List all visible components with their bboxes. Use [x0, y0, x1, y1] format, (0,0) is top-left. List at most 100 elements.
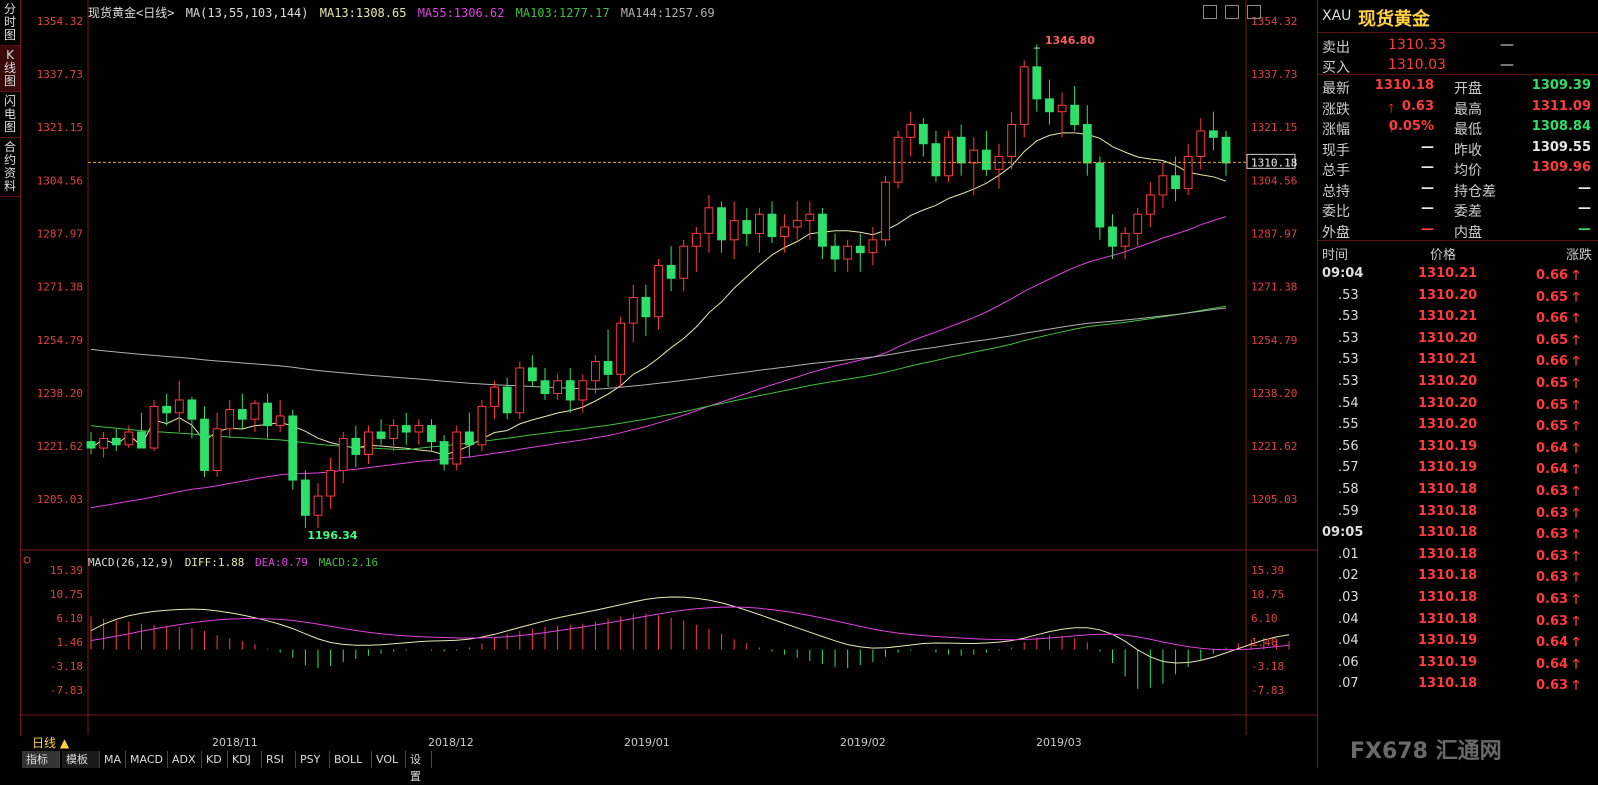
tick-price: 1310.19	[1418, 460, 1478, 476]
indicator-tab[interactable]: BOLL	[330, 751, 372, 768]
tick-row: .55 1310.20 0.65 🡑	[1318, 414, 1598, 435]
candle-body	[931, 143, 941, 177]
candle-body	[1095, 162, 1105, 228]
tick-change: 0.65 🡑	[1536, 376, 1580, 391]
quote-value: —	[1578, 180, 1591, 196]
quote-label: 最高	[1454, 101, 1482, 118]
tick-header-change: 涨跌	[1566, 248, 1593, 263]
buy-label: 买入	[1322, 60, 1350, 76]
candle-body	[729, 220, 739, 241]
price-tick-left: 1205.03	[37, 493, 83, 506]
tick-time: .02	[1338, 568, 1359, 584]
diff-line	[90, 596, 1290, 664]
quote-panel: XAU 现货黄金 卖出 1310.33 — 买入 1310.03 — 最新 131…	[1317, 0, 1598, 768]
candle-body	[364, 431, 373, 455]
macd-tick-left: 10.75	[50, 588, 83, 601]
candle-body	[843, 245, 853, 260]
quote-label: 昨收	[1454, 142, 1482, 159]
rail-item-0[interactable]: 分时图	[0, 0, 20, 46]
candle-body	[250, 402, 260, 420]
tick-price: 1310.20	[1418, 417, 1478, 433]
quote-label: 外盘	[1322, 224, 1350, 241]
candle-body	[464, 431, 474, 446]
tick-time: .53	[1338, 330, 1359, 346]
candle-body	[944, 136, 953, 177]
candle-body	[351, 437, 361, 455]
rail-item-3[interactable]: 合约资料	[0, 138, 20, 197]
tab-template[interactable]: 模板	[62, 751, 100, 768]
tick-price: 1310.19	[1418, 654, 1478, 670]
tick-time: 09:04	[1322, 266, 1364, 281]
candle-body	[389, 425, 399, 439]
quote-value: 1309.96	[1531, 160, 1591, 175]
indicator-tab[interactable]: MA	[100, 751, 126, 768]
tick-change: 0.65 🡑	[1536, 397, 1580, 413]
tick-change: 0.66 🡑	[1536, 268, 1580, 283]
tick-price: 1310.19	[1418, 438, 1478, 454]
quote-value: —	[1578, 201, 1591, 216]
price-tick-left: 1287.97	[37, 228, 83, 241]
tick-price: 1310.20	[1418, 374, 1478, 389]
candle-body	[855, 245, 865, 254]
ma55-value: MA55:1306.62	[417, 6, 505, 20]
tick-row: .59 1310.18 0.63 🡑	[1318, 501, 1598, 522]
macd-tick-left: 15.39	[50, 564, 83, 577]
quote-label: 最低	[1454, 122, 1482, 138]
indicator-tab[interactable]: RSI	[262, 751, 296, 768]
tick-row: .01 1310.18 0.63 🡑	[1318, 544, 1598, 565]
indicator-tab[interactable]: 设置	[406, 751, 432, 783]
tick-row: .53 1310.20 0.65 🡑	[1318, 285, 1598, 306]
indicator-tab[interactable]: KD	[202, 751, 228, 768]
candle-body	[994, 156, 1004, 170]
indicator-tab[interactable]: ADX	[168, 751, 202, 768]
macd-tick-left: -7.83	[50, 684, 83, 697]
tick-row: .56 1310.19 0.64 🡑	[1318, 436, 1598, 457]
tick-price: 1310.18	[1418, 568, 1478, 584]
tab-indicator[interactable]: 指标	[22, 751, 60, 768]
quote-value: —	[1421, 201, 1434, 216]
candle-body	[263, 402, 272, 427]
tick-time: .56	[1338, 438, 1359, 454]
candle-body	[162, 405, 172, 414]
candle-body	[603, 361, 613, 375]
candle-body	[1208, 130, 1218, 138]
tick-change: 0.63 🡑	[1536, 527, 1580, 543]
indicator-tab[interactable]: PSY	[296, 751, 330, 768]
price-tick-right: 1304.56	[1251, 174, 1297, 187]
quote-label: 均价	[1454, 163, 1482, 179]
indicator-tab[interactable]: KDJ	[228, 751, 262, 768]
quote-value: 1309.39	[1531, 78, 1591, 93]
quote-label: 内盘	[1454, 224, 1482, 241]
tick-price: 1310.21	[1418, 309, 1478, 325]
ma144-line	[90, 307, 1227, 390]
candle-body	[1183, 156, 1193, 190]
quote-row: 涨幅 🡑 0.05% 最低 1308.84	[1318, 117, 1598, 138]
macd-tick-left: -3.18	[50, 660, 83, 673]
high-annotation: 1346.80	[1045, 34, 1095, 47]
layout-icon[interactable]	[1225, 5, 1240, 19]
candle-body	[1221, 136, 1231, 164]
settings-dot-icon	[23, 556, 31, 564]
tick-change: 0.66 🡑	[1536, 354, 1580, 370]
close-icon[interactable]	[1247, 5, 1262, 19]
price-tick-right: 1321.15	[1251, 121, 1297, 134]
tick-price: 1310.19	[1418, 633, 1478, 649]
quote-label: 现手	[1322, 142, 1350, 159]
candle-body	[780, 226, 790, 238]
restore-icon[interactable]	[1203, 5, 1217, 19]
tick-time: .57	[1338, 460, 1359, 476]
period-selector[interactable]: 日线 ▲	[32, 735, 82, 751]
rail-item-2[interactable]: 闪电图	[0, 92, 20, 138]
tick-row: .58 1310.18 0.63 🡑	[1318, 479, 1598, 500]
candle-body	[490, 386, 499, 407]
indicator-tab[interactable]: MACD	[126, 751, 168, 768]
chart-header: 现货黄金<日线> MA(13,55,103,144) MA13:1308.65 …	[88, 4, 715, 21]
tick-time: .53	[1338, 374, 1359, 389]
candle-body	[237, 409, 247, 420]
ma13-value: MA13:1308.65	[319, 6, 407, 20]
quote-label: 总手	[1322, 163, 1350, 179]
indicator-tab[interactable]: VOL	[372, 751, 406, 768]
candle-body	[868, 239, 878, 254]
candle-body	[628, 296, 638, 324]
